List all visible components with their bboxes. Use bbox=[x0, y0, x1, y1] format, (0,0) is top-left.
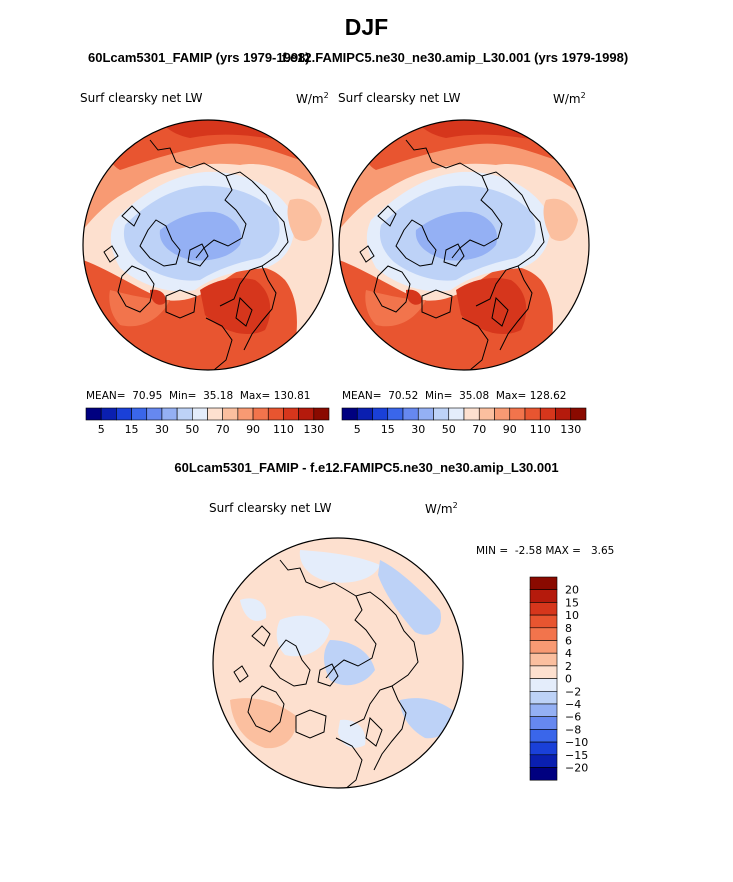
colorbar-label: 30 bbox=[155, 423, 169, 436]
difference-polar-map bbox=[212, 537, 464, 789]
colorbar-label: −8 bbox=[565, 723, 581, 736]
colorbar-label: 5 bbox=[98, 423, 105, 436]
right-units-label: W/m2 bbox=[553, 91, 586, 106]
colorbar-label: 6 bbox=[565, 635, 572, 648]
colorbar-label: 8 bbox=[565, 622, 572, 635]
colorbar-label: 130 bbox=[560, 423, 581, 436]
colorbar-bin bbox=[387, 407, 404, 421]
colorbar-label: 50 bbox=[442, 423, 456, 436]
colorbar-bin bbox=[529, 690, 558, 705]
left-colorbar: 5 15 30 50 70 90 110 130 bbox=[85, 407, 330, 436]
colorbar-bin bbox=[529, 754, 558, 768]
colorbar-bin bbox=[529, 640, 558, 654]
colorbar-label: 4 bbox=[565, 647, 572, 660]
right-polar-map bbox=[338, 119, 590, 371]
left-stats: MEAN= 70.95 Min= 35.18 Max= 130.81 bbox=[86, 390, 311, 402]
colorbar-bin bbox=[100, 407, 117, 421]
colorbar-label: 15 bbox=[565, 596, 579, 609]
colorbar-label: 2 bbox=[565, 660, 572, 673]
colorbar-bin bbox=[283, 407, 299, 421]
colorbar-bin bbox=[529, 665, 558, 679]
colorbar-label: 110 bbox=[273, 423, 294, 436]
colorbar-label: −15 bbox=[565, 749, 588, 762]
colorbar-bin bbox=[529, 729, 558, 743]
colorbar-label: 70 bbox=[472, 423, 486, 436]
colorbar-label: 110 bbox=[530, 423, 551, 436]
colorbar-label: 10 bbox=[565, 609, 579, 622]
colorbar-bin bbox=[267, 407, 284, 421]
right-variable-label: Surf clearsky net LW bbox=[338, 91, 461, 105]
colorbar-label: 70 bbox=[216, 423, 230, 436]
colorbar-bin bbox=[433, 407, 450, 421]
colorbar-bin bbox=[529, 703, 558, 717]
colorbar-bin bbox=[529, 589, 558, 603]
colorbar-bin bbox=[529, 716, 558, 730]
colorbar-label: −10 bbox=[565, 736, 588, 749]
colorbar-bin bbox=[529, 678, 558, 692]
right-panel-subtitle: f.e12.FAMIPC5.ne30_ne30.amip_L30.001 (yr… bbox=[282, 50, 629, 65]
colorbar-bin bbox=[555, 407, 572, 421]
colorbar-bin bbox=[252, 407, 269, 421]
colorbar-bin bbox=[298, 407, 315, 421]
right-stats: MEAN= 70.52 Min= 35.08 Max= 128.62 bbox=[342, 390, 567, 402]
colorbar-bin bbox=[494, 407, 511, 421]
colorbar-label: 90 bbox=[503, 423, 517, 436]
colorbar-bin bbox=[146, 407, 163, 421]
right-colorbar: 5 15 30 50 70 90 110 130 bbox=[341, 407, 587, 436]
colorbar-label: 30 bbox=[411, 423, 425, 436]
colorbar-bin bbox=[463, 407, 480, 421]
colorbar-bin bbox=[131, 407, 148, 421]
colorbar-bin bbox=[161, 407, 178, 421]
colorbar-label: 50 bbox=[185, 423, 199, 436]
colorbar-bin bbox=[524, 407, 541, 421]
colorbar-label: 130 bbox=[303, 423, 324, 436]
colorbar-label: −20 bbox=[565, 762, 588, 775]
colorbar-label: 0 bbox=[565, 673, 572, 686]
colorbar-bin bbox=[509, 407, 526, 421]
colorbar-bin bbox=[417, 407, 434, 421]
diff-units-label: W/m2 bbox=[425, 501, 458, 516]
colorbar-label: −4 bbox=[565, 698, 581, 711]
colorbar-bin bbox=[529, 767, 558, 781]
colorbar-bin bbox=[313, 407, 330, 421]
colorbar-bin bbox=[176, 407, 193, 421]
colorbar-label: 15 bbox=[381, 423, 395, 436]
colorbar-bin bbox=[529, 602, 558, 616]
colorbar-bin bbox=[402, 407, 419, 421]
colorbar-label: 90 bbox=[246, 423, 260, 436]
colorbar-bin bbox=[529, 614, 558, 629]
page-title: DJF bbox=[344, 14, 389, 40]
colorbar-bin bbox=[85, 407, 102, 421]
colorbar-label: −6 bbox=[565, 711, 581, 724]
colorbar-bin bbox=[192, 407, 208, 421]
colorbar-bin bbox=[372, 407, 389, 421]
colorbar-label: 15 bbox=[125, 423, 139, 436]
diff-stats: MIN = -2.58 MAX = 3.65 bbox=[476, 545, 615, 557]
left-units-label: W/m2 bbox=[296, 91, 329, 106]
colorbar-bin bbox=[356, 407, 373, 421]
left-panel-subtitle: 60Lcam5301_FAMIP (yrs 1979-1998) bbox=[88, 50, 310, 65]
colorbar-bin bbox=[529, 652, 558, 667]
colorbar-bin bbox=[237, 407, 254, 421]
colorbar-label: −2 bbox=[565, 685, 581, 698]
colorbar-label: 20 bbox=[565, 584, 579, 597]
colorbar-bin bbox=[222, 407, 239, 421]
difference-panel-title: 60Lcam5301_FAMIP - f.e12.FAMIPC5.ne30_ne… bbox=[174, 460, 559, 475]
colorbar-bin bbox=[539, 407, 556, 421]
colorbar-bin bbox=[448, 407, 465, 421]
colorbar-bin bbox=[570, 407, 587, 421]
left-polar-map bbox=[82, 119, 334, 371]
diff-variable-label: Surf clearsky net LW bbox=[209, 501, 332, 515]
colorbar-bin bbox=[529, 627, 558, 641]
colorbar-bin bbox=[207, 407, 223, 421]
left-variable-label: Surf clearsky net LW bbox=[80, 91, 203, 105]
colorbar-label: 5 bbox=[354, 423, 361, 436]
colorbar-bin bbox=[529, 741, 558, 756]
colorbar-bin bbox=[341, 407, 358, 421]
colorbar-bin bbox=[478, 407, 495, 421]
colorbar-bin bbox=[529, 576, 558, 590]
colorbar-bin bbox=[116, 407, 132, 421]
